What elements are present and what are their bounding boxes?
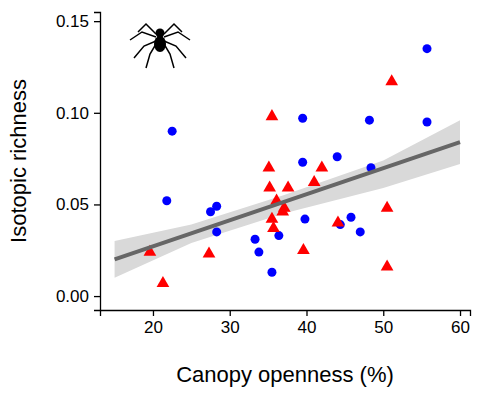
tick-label: 0.05: [56, 195, 89, 214]
triangle-point: [267, 221, 280, 232]
tick-label: 60: [451, 318, 470, 337]
confidence-band: [115, 120, 460, 278]
spider-icon: [130, 24, 190, 68]
plot-area: [115, 44, 460, 287]
tick-mark: [460, 310, 461, 316]
circle-point: [267, 268, 276, 277]
triangle-point: [332, 215, 345, 226]
triangle-point: [157, 276, 170, 287]
tick-label: 0.10: [56, 104, 89, 123]
circle-point: [274, 231, 283, 240]
tick-mark: [383, 310, 384, 316]
triangle-point: [385, 74, 398, 85]
triangle-point: [381, 201, 394, 212]
tick: 20: [144, 310, 163, 337]
triangle-point: [308, 175, 321, 186]
circle-point: [212, 202, 221, 211]
triangle-point: [381, 259, 394, 270]
circle-point: [333, 152, 342, 161]
spider-leg: [164, 32, 190, 40]
triangle-point: [297, 243, 310, 254]
circle-point: [365, 116, 374, 125]
circle-point: [298, 114, 307, 123]
tick: 0.10: [56, 104, 100, 123]
circle-point: [347, 213, 356, 222]
tick-label: 0.15: [56, 12, 89, 31]
circle-point: [251, 235, 260, 244]
chart: 20 30 40 50 60 0.00 0.05 0.10 0.15 Canopy opennes…: [0, 0, 483, 394]
circle-point: [423, 44, 432, 53]
tick: 50: [374, 310, 393, 337]
circle-point: [356, 227, 365, 236]
tick-label: 0.00: [56, 287, 89, 306]
tick-mark: [306, 310, 307, 316]
triangle-point: [203, 247, 216, 258]
series-0: [162, 44, 431, 277]
tick: 0.05: [56, 195, 100, 214]
tick-mark: [230, 310, 231, 316]
x-axis-title: Canopy openness (%): [176, 362, 394, 387]
circle-point: [254, 248, 263, 257]
circle-point: [212, 227, 221, 236]
y-axis: 0.00 0.05 0.10 0.15: [56, 12, 101, 310]
spider-leg: [130, 32, 156, 40]
tick-mark: [94, 113, 100, 114]
spider-body: [154, 36, 166, 52]
x-axis: 20 30 40 50 60: [101, 310, 471, 337]
tick-mark: [94, 21, 100, 22]
spider-leg: [164, 44, 174, 68]
tick-label: 40: [298, 318, 317, 337]
tick: 60: [451, 310, 470, 337]
triangle-point: [282, 181, 295, 192]
circle-point: [300, 215, 309, 224]
triangle-point: [266, 212, 279, 223]
triangle-point: [315, 160, 328, 171]
triangle-point: [266, 109, 279, 120]
tick: 30: [221, 310, 240, 337]
tick-mark: [94, 296, 100, 297]
axis-line: [94, 13, 101, 311]
tick-label: 30: [221, 318, 240, 337]
triangle-point: [263, 181, 276, 192]
spider-leg: [146, 44, 156, 68]
fit-line: [115, 142, 460, 259]
tick-mark: [153, 310, 154, 316]
axis-line: [101, 311, 471, 317]
circle-point: [168, 127, 177, 136]
tick: 0.15: [56, 12, 100, 31]
circle-point: [162, 196, 171, 205]
tick-mark: [94, 204, 100, 205]
tick: 40: [298, 310, 317, 337]
circle-point: [298, 158, 307, 167]
series-1: [144, 74, 399, 287]
triangle-point: [263, 160, 276, 171]
circle-point: [423, 117, 432, 126]
tick: 0.00: [56, 287, 100, 306]
tick-label: 50: [374, 318, 393, 337]
y-axis-title: Isotopic richness: [6, 79, 31, 243]
tick-label: 20: [144, 318, 163, 337]
